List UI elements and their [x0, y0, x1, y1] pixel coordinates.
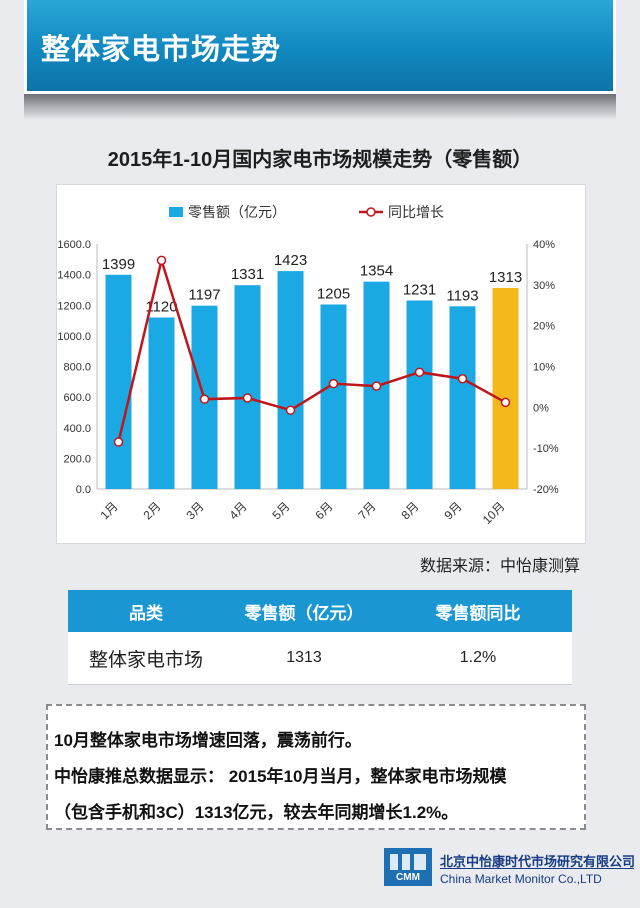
summary-note: 10月整体家电市场增速回落，震荡前行。 中怡康推总数据显示： 2015年10月当…: [46, 704, 586, 830]
yoy-point-8: [414, 367, 425, 377]
bar-6: [320, 304, 347, 489]
yoy-point-3: [199, 394, 210, 404]
header-cell-category: 品类: [129, 603, 163, 623]
logo-text: CMM: [396, 872, 420, 883]
x-tick-label: 1月: [98, 499, 121, 522]
bar-value-label: 1331: [231, 266, 264, 283]
note-line-1: 10月整体家电市场增速回落，震荡前行。: [54, 731, 362, 750]
header-banner: 整体家电市场走势: [24, 0, 616, 94]
y-left-tick-label: 1600.0: [57, 239, 91, 251]
x-tick-label: 3月: [184, 499, 207, 522]
bar-2: [148, 317, 175, 489]
y-left-tick-label: 1200.0: [57, 300, 91, 312]
y-right-tick-label: 20%: [533, 321, 555, 333]
x-tick-label: 7月: [356, 499, 379, 522]
yoy-point-5: [285, 405, 296, 415]
x-tick-label: 8月: [399, 499, 422, 522]
x-tick-label: 5月: [270, 499, 293, 522]
bar-value-label: 1399: [102, 256, 135, 273]
company-name-cn: 北京中怡康时代市场研究有限公司: [440, 854, 636, 869]
table-row: 整体家电市场 1313 1.2%: [68, 632, 572, 685]
y-right-tick-label: 40%: [533, 239, 555, 251]
bar-value-label: 1313: [489, 269, 522, 286]
bar-5: [277, 271, 304, 489]
header-cell-yoy: 零售额同比: [435, 603, 521, 623]
yoy-point-7: [371, 381, 382, 391]
company-name-en: China Market Monitor Co.,LTD: [440, 872, 602, 886]
y-right-tick-label: 30%: [533, 280, 555, 292]
bar-value-label: 1231: [403, 282, 436, 299]
x-tick-label: 4月: [227, 499, 250, 522]
combo-chart: 零售额（亿元） 同比增长 0.0 200.0 400.0 600.0 800.0 1000.0…: [57, 204, 559, 527]
y-right-tick-label: -10%: [533, 443, 559, 455]
y-left-tick-label: 1000.0: [57, 331, 91, 343]
yoy-point-10: [500, 397, 511, 408]
y-right-tick-label: 0%: [533, 402, 549, 414]
yoy-point-1: [113, 437, 124, 447]
x-tick-label: 10月: [480, 499, 508, 527]
y-left-tick-label: 1400.0: [57, 270, 91, 282]
bar-value-label: 1205: [317, 285, 350, 302]
note-line-3: （包含手机和3C）1313亿元，较去年同期增长1.2%。: [54, 803, 459, 822]
source-note: 数据来源：中怡康测算: [419, 558, 580, 575]
yoy-point-2: [156, 255, 167, 266]
banner-shadow: [24, 94, 616, 120]
legend-label-retail: 零售额（亿元）: [188, 204, 286, 220]
table-header: 品类 零售额（亿元） 零售额同比: [68, 590, 572, 632]
yoy-line: [117, 255, 507, 443]
bar-4: [234, 285, 261, 489]
cell-yoy: 1.2%: [459, 649, 497, 666]
legend-swatch-retail: [169, 207, 183, 217]
note-line-2: 中怡康推总数据显示： 2015年10月当月，整体家电市场规模: [54, 767, 507, 786]
header-cell-retail: 零售额（亿元）: [244, 603, 364, 623]
x-tick-label: 2月: [141, 499, 164, 522]
bar-9: [449, 306, 476, 489]
y-right-tick-label: -20%: [533, 484, 559, 496]
x-tick-label: 9月: [442, 499, 465, 522]
bar-8: [406, 300, 433, 489]
legend-label-yoy: 同比增长: [388, 204, 444, 220]
legend-swatch-yoy-marker: [366, 207, 376, 217]
yoy-point-4: [242, 393, 253, 403]
y-left-tick-label: 600.0: [63, 392, 91, 404]
bar-10: [492, 287, 519, 489]
chart-title: 2015年1-10月国内家电市场规模走势（零售额）: [107, 149, 533, 171]
y-right-tick-label: 10%: [533, 362, 555, 374]
yoy-point-9: [457, 374, 468, 384]
x-tick-label: 6月: [313, 499, 336, 522]
footer-divider: [440, 868, 634, 869]
cell-retail: 1313: [286, 649, 322, 666]
cell-category: 整体家电市场: [88, 649, 203, 671]
bar-value-label: 1193: [446, 287, 478, 304]
summary-table: 品类 零售额（亿元） 零售额同比 整体家电市场 1313 1.2%: [68, 590, 572, 685]
page-title: 整体家电市场走势: [41, 34, 282, 66]
chart-panel: 零售额（亿元） 同比增长 0.0 200.0 400.0 600.0 800.0 1000.0…: [56, 184, 586, 544]
company-logo: CMM: [384, 848, 432, 886]
bar-value-label: 1197: [188, 287, 220, 304]
y-left-tick-label: 0.0: [76, 484, 91, 496]
y-left-tick-label: 200.0: [63, 453, 91, 465]
bar-1: [105, 274, 132, 489]
bar-value-label: 1423: [274, 252, 307, 269]
y-left-tick-label: 400.0: [63, 423, 91, 435]
bar-value-label: 1354: [360, 263, 393, 280]
bar-value-label: 1120: [145, 299, 177, 316]
y-left-tick-label: 800.0: [63, 362, 91, 374]
yoy-point-6: [328, 378, 339, 389]
